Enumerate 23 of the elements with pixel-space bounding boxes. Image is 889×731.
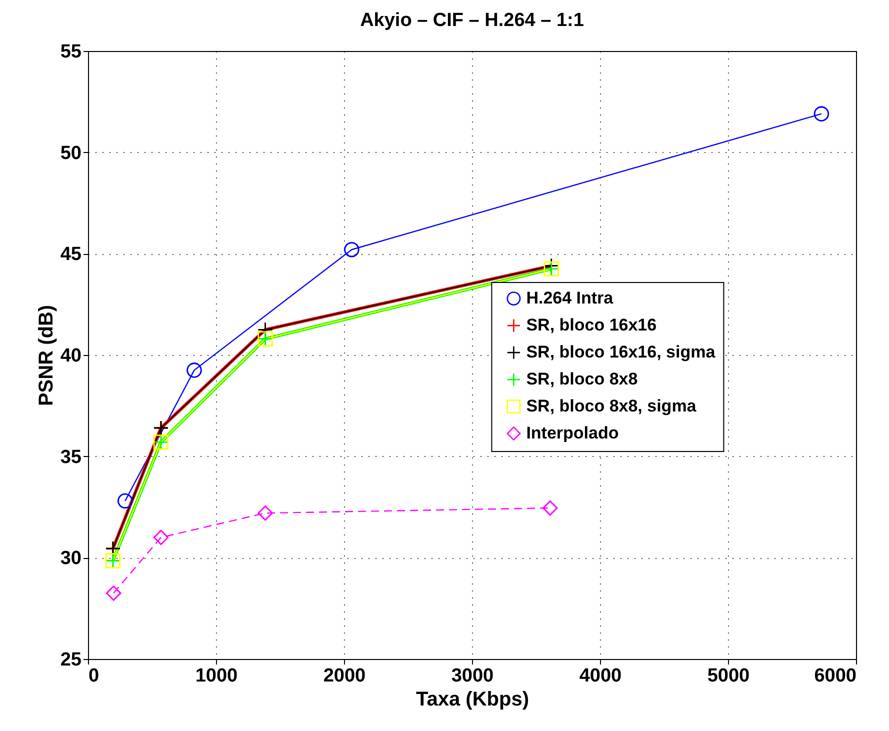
y-tick-label: 35 <box>60 446 82 468</box>
x-tick-label: 5000 <box>707 666 750 686</box>
y-tick-label: 50 <box>60 142 82 164</box>
legend-label: SR, bloco 16x16 <box>526 316 657 335</box>
legend-label: H.264 Intra <box>526 288 614 308</box>
y-axis-title: PSNR (dB) <box>35 304 58 406</box>
y-tick-label: 55 <box>60 42 82 62</box>
chart-title: Akyio – CIF – H.264 – 1:1 <box>360 10 584 31</box>
y-tick-label: 45 <box>60 244 82 266</box>
y-tick-label: 25 <box>60 650 82 670</box>
legend-label: SR, bloco 16x16, sigma <box>526 342 716 362</box>
x-tick-label: 0 <box>88 666 100 686</box>
x-tick-label: 3000 <box>451 666 494 686</box>
y-tick-label: 30 <box>60 548 82 570</box>
x-tick-label: 2000 <box>323 666 366 686</box>
legend-label: SR, bloco 8x8, sigma <box>526 396 697 416</box>
x-tick-label: 6000 <box>814 666 856 686</box>
x-axis-title: Taxa (Kbps) <box>416 688 529 710</box>
legend-label: SR, bloco 8x8 <box>526 370 638 389</box>
x-tick-label: 4000 <box>579 666 622 686</box>
x-tick-label: 1000 <box>195 666 238 686</box>
y-tick-label: 40 <box>60 346 82 366</box>
legend-label: Interpolado <box>526 424 619 443</box>
